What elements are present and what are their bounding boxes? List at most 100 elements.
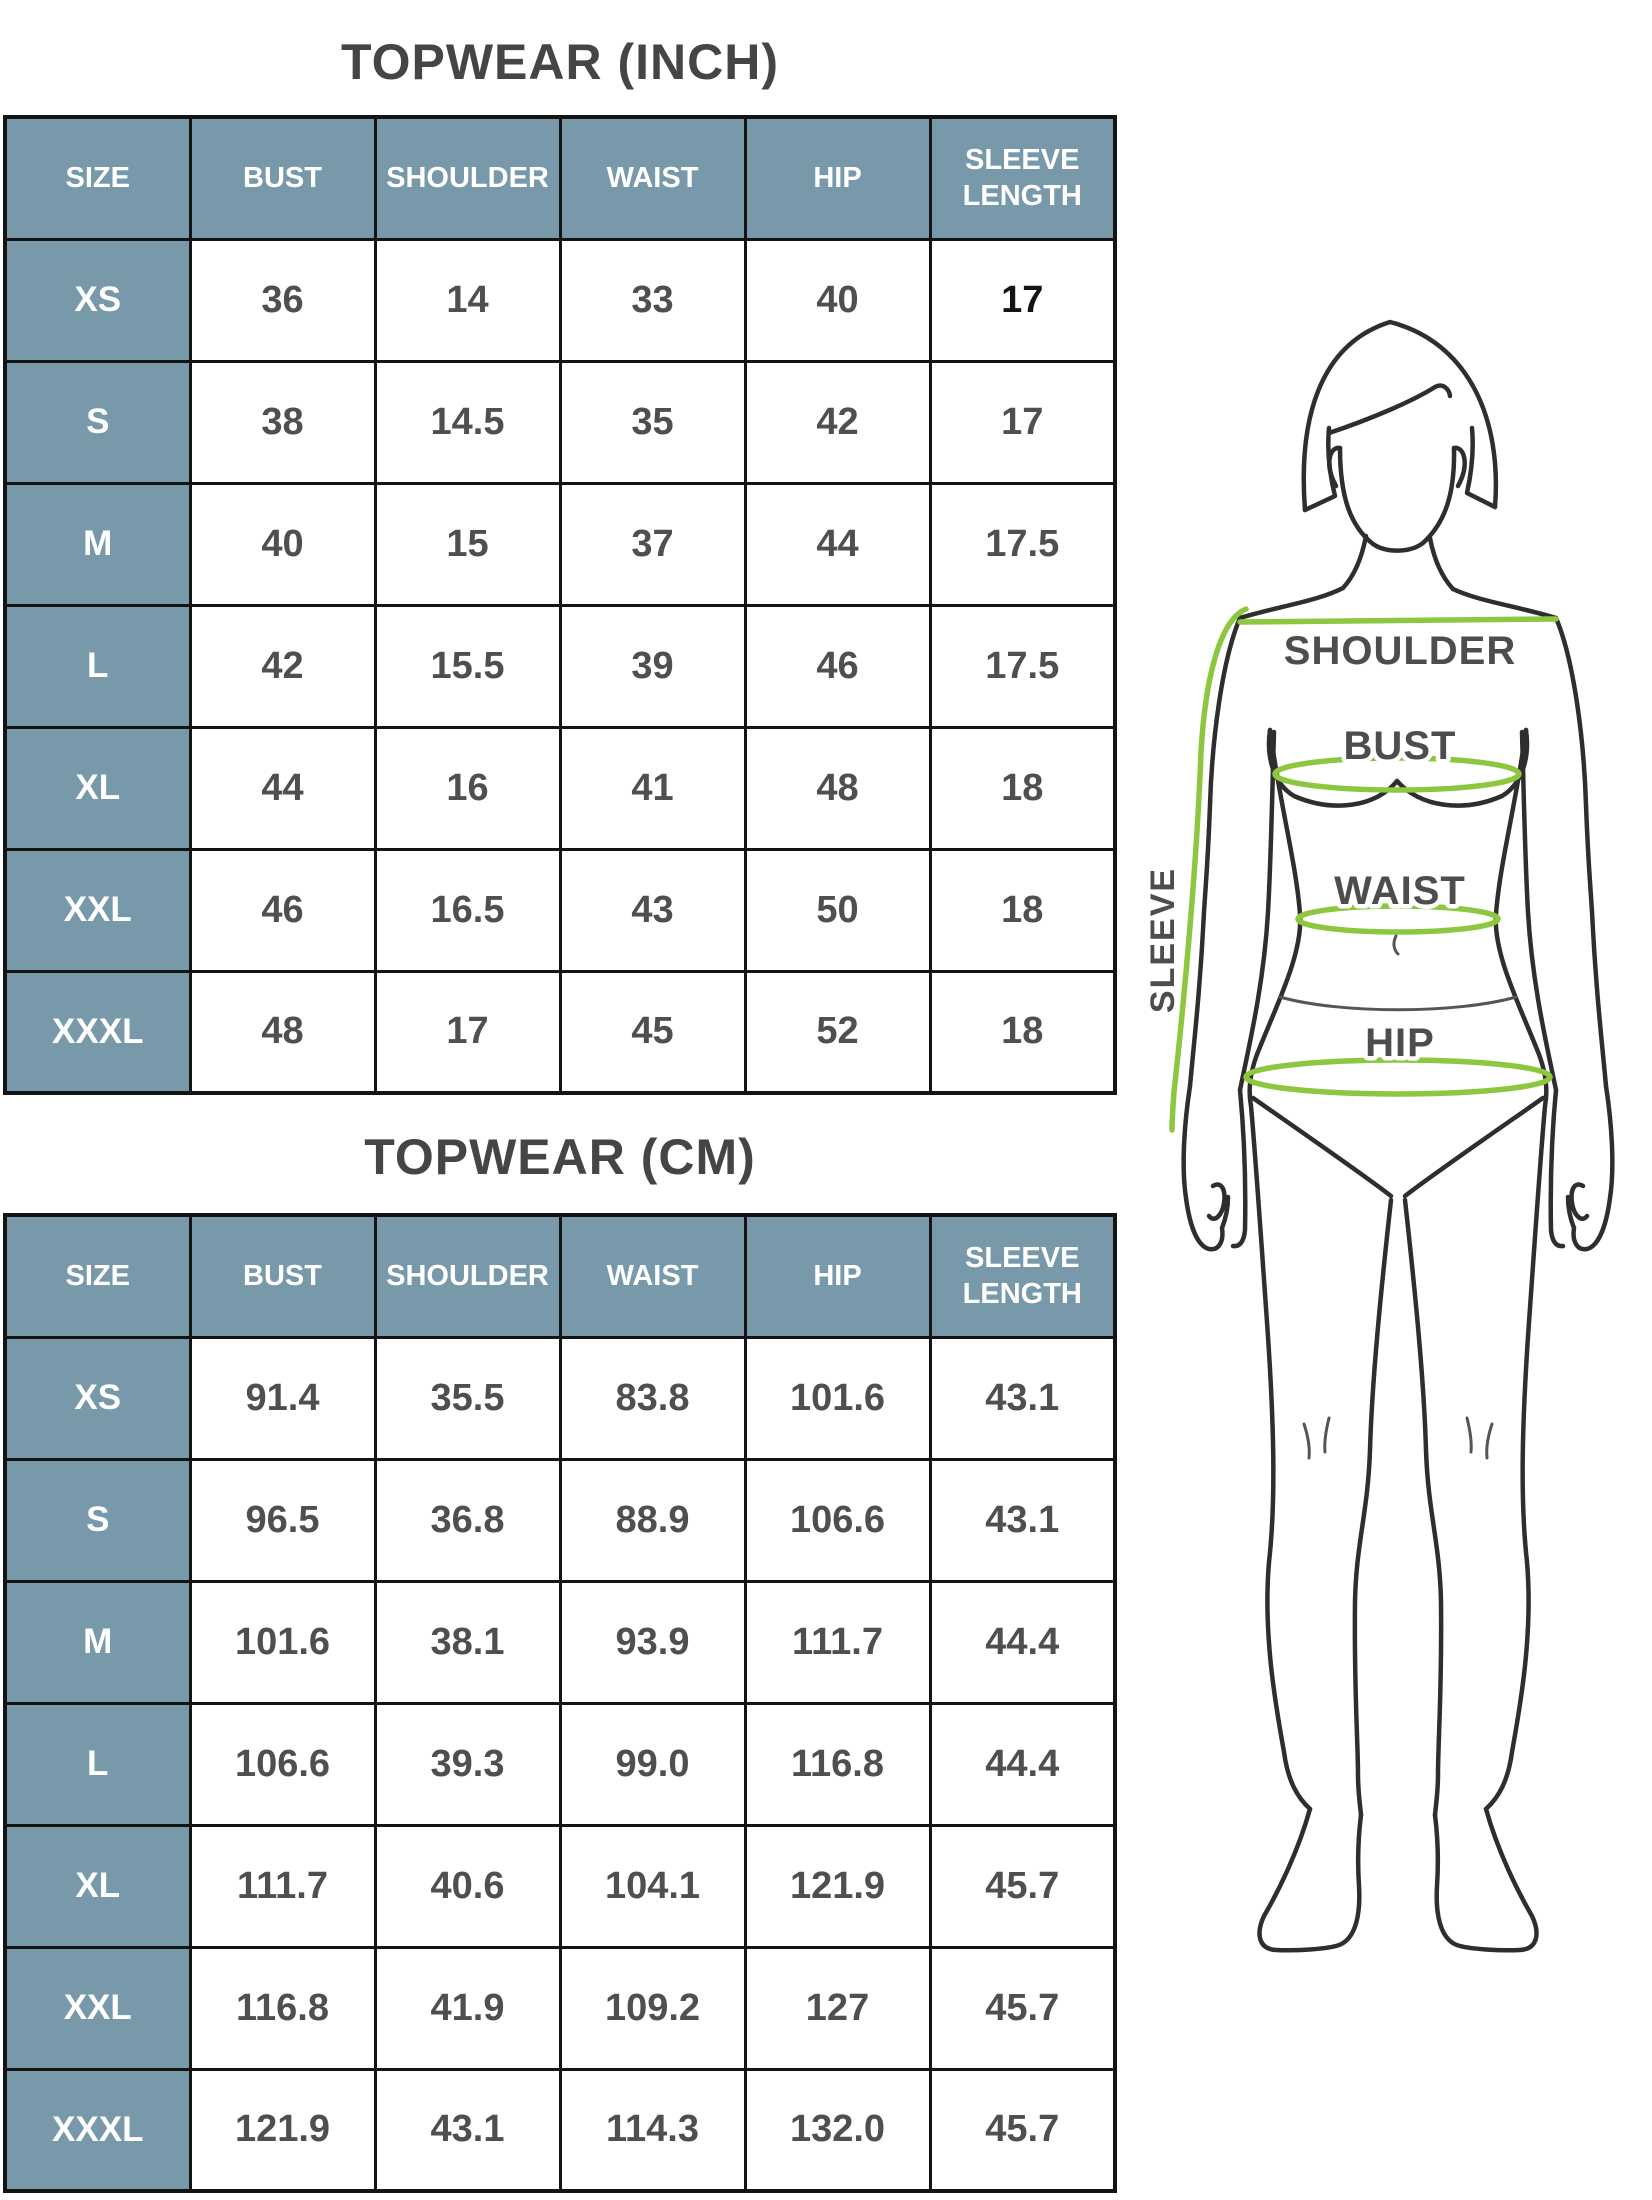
ear-left [1327,445,1343,489]
value-cell: 43.1 [928,1457,1117,1583]
table-row: S 96.5 36.8 88.9 106.6 43.1 [3,1457,1117,1583]
value-cell: 104.1 [558,1823,747,1949]
table-row: XS 91.4 35.5 83.8 101.6 43.1 [3,1335,1117,1461]
value-cell: 16 [373,725,562,851]
table-row: XL 44 16 41 48 18 [3,725,1117,851]
size-cell: S [3,359,192,485]
value-cell: 91.4 [188,1335,377,1461]
table-row: M 40 15 37 44 17.5 [3,481,1117,607]
value-cell: 116.8 [743,1701,932,1827]
value-cell: 18 [928,847,1117,973]
bust-curve-right [1394,727,1530,808]
panty-band-line [1278,995,1518,1012]
column-header-size: SIZE [3,115,192,241]
value-cell: 44 [188,725,377,851]
value-cell: 127 [743,1945,932,2071]
size-cell: XS [3,237,192,363]
table-row: XS 36 14 33 40 17 [3,237,1117,363]
measurement-labels: SHOULDER BUST WAIST HIP SLEEVE [1140,625,1520,1070]
leg-inner-left [1352,1197,1394,1818]
value-cell: 15 [373,481,562,607]
table-title-cm: TOPWEAR (CM) [364,1129,756,1185]
hand-right [1548,1083,1615,1252]
column-header-shoulder: SHOULDER [373,115,562,241]
size-cell: XS [3,1335,192,1461]
value-cell: 38 [188,359,377,485]
value-cell: 16.5 [373,847,562,973]
column-header-bust: BUST [188,1213,377,1339]
value-cell: 96.5 [188,1457,377,1583]
neck-left [1340,533,1369,591]
value-cell: 40 [188,481,377,607]
value-cell: 46 [188,847,377,973]
arm-inner-left [1237,729,1277,1093]
value-cell: 17 [373,969,562,1095]
shoulder-measure-line [1237,616,1559,625]
value-cell: 111.7 [743,1579,932,1705]
value-cell: 44.4 [928,1579,1117,1705]
value-cell: 41.9 [373,1945,562,2071]
hand-left [1181,1083,1248,1252]
value-cell: 40 [743,237,932,363]
table-row: M 101.6 38.1 93.9 111.7 44.4 [3,1579,1117,1705]
arm-outer-right [1553,615,1609,1089]
value-cell: 14.5 [373,359,562,485]
measurement-indicators [1169,606,1559,1133]
size-cell: XL [3,1823,192,1949]
value-cell: 17 [928,359,1117,485]
sleeve-measure-line [1169,606,1249,1133]
value-cell: 93.9 [558,1579,747,1705]
value-cell: 106.6 [743,1457,932,1583]
value-cell: 39 [558,603,747,729]
value-cell: 45.7 [928,1823,1117,1949]
bust-label: BUST [1344,724,1457,768]
size-cell: L [3,1701,192,1827]
bust-curve-left [1266,727,1400,808]
shoulder-left [1237,585,1346,621]
navel-mark [1392,934,1400,956]
bikini-right [1402,1095,1546,1199]
table-row: S 38 14.5 35 42 17 [3,359,1117,485]
woman-outline-illustration [1181,319,1615,1953]
value-cell: 48 [188,969,377,1095]
column-header-waist: WAIST [558,115,747,241]
foot-left [1257,1806,1364,1953]
neck-right [1427,535,1456,592]
value-cell: 109.2 [558,1945,747,2071]
value-cell: 36 [188,237,377,363]
table-row: XXXL 48 17 45 52 18 [3,969,1117,1095]
waist-label: WAIST [1334,869,1466,913]
value-cell: 15.5 [373,603,562,729]
value-cell: 41 [558,725,747,851]
column-header-size: SIZE [3,1213,192,1339]
value-cell: 40.6 [373,1823,562,1949]
value-cell: 45.7 [928,1945,1117,2071]
hair-outline [1301,319,1499,513]
waist-measure-ellipse [1295,903,1501,935]
value-cell: 88.9 [558,1457,747,1583]
knee-marks-left [1302,1416,1331,1460]
value-cell: 114.3 [558,2067,747,2193]
size-cell: XXL [3,847,192,973]
size-cell: S [3,1457,192,1583]
torso-leg-outer-left [1247,727,1313,1812]
ear-right [1451,445,1467,489]
value-cell: 83.8 [558,1335,747,1461]
value-cell: 35.5 [373,1335,562,1461]
header-row: SIZE BUST SHOULDER WAIST HIP SLEEVE LENG… [3,1213,1117,1339]
value-cell: 50 [743,847,932,973]
value-cell: 43.1 [928,1335,1117,1461]
value-cell: 101.6 [743,1335,932,1461]
face-outline [1337,445,1457,553]
size-cell: XXXL [3,969,192,1095]
header-row: SIZE BUST SHOULDER WAIST HIP SLEEVE LENG… [3,115,1117,241]
table-row: L 42 15.5 39 46 17.5 [3,603,1117,729]
value-cell: 121.9 [743,1823,932,1949]
body-measurement-figure: SHOULDER BUST WAIST HIP SLEEVE [1128,300,1652,1970]
size-cell: XXL [3,1945,192,2071]
size-table-cm: SIZE BUST SHOULDER WAIST HIP SLEEVE LENG… [3,1213,1117,2193]
hip-measure-ellipse [1243,1057,1553,1097]
knee-marks-right [1465,1416,1494,1460]
value-cell: 39.3 [373,1701,562,1827]
size-cell: M [3,1579,192,1705]
